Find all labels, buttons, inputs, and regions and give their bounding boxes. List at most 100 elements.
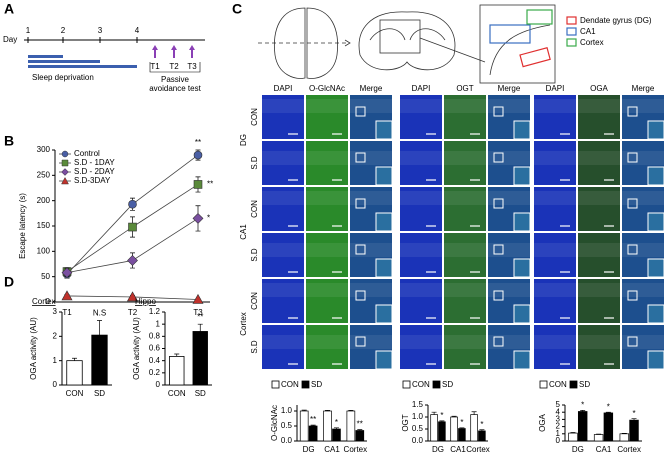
legend-label: CON <box>549 380 567 389</box>
micrograph-texture <box>306 151 348 165</box>
micrograph <box>578 141 620 185</box>
error-bar <box>174 353 180 357</box>
y-tick-label: 0 <box>53 380 58 389</box>
roi-box <box>627 290 638 301</box>
significance: * <box>480 420 483 429</box>
micrograph <box>534 187 576 231</box>
micrograph <box>534 95 576 139</box>
micrograph <box>444 95 486 139</box>
zoom-box <box>379 19 421 54</box>
x-tick-label: DG <box>572 445 584 454</box>
x-tick-label: Cortex <box>617 445 641 454</box>
micrograph-texture <box>306 243 348 257</box>
micrograph <box>400 279 442 323</box>
y-tick-label: 50 <box>41 272 50 281</box>
micrograph-texture <box>444 335 486 349</box>
micrograph-texture <box>622 191 664 205</box>
roi-box <box>355 336 366 347</box>
y-tick-label: 5 <box>556 400 561 409</box>
sd-bar <box>28 65 137 68</box>
region-label: CA1 <box>239 224 248 240</box>
bar <box>629 419 639 442</box>
column-header: OGA <box>590 84 608 93</box>
marker <box>61 267 73 279</box>
micrograph-texture <box>262 99 304 113</box>
micrograph-texture <box>444 151 486 165</box>
y-tick-label: 150 <box>37 221 51 230</box>
roi-box <box>355 152 366 163</box>
micrograph <box>444 325 486 369</box>
roi-box <box>355 244 366 255</box>
test-label: T1 <box>150 62 160 71</box>
micrograph-texture <box>400 335 442 349</box>
column-header: Merge <box>498 84 521 93</box>
x-tick-label: CA1 <box>450 445 466 454</box>
micrograph <box>262 279 304 323</box>
column-header: OGT <box>456 84 473 93</box>
bar <box>332 428 341 442</box>
column-header: DAPI <box>546 84 565 93</box>
brain-left <box>274 7 306 79</box>
inset <box>513 120 531 140</box>
test-name: Passive <box>161 75 190 84</box>
legend-label: S.D - 2DAY <box>74 167 115 176</box>
y-tick-label: 0.8 <box>149 331 161 340</box>
day-number: 1 <box>26 26 31 35</box>
bar <box>355 430 365 442</box>
day-number: 4 <box>135 26 140 35</box>
legend-label: CA1 <box>580 27 596 36</box>
inset <box>513 304 531 324</box>
micrograph-texture <box>578 191 620 205</box>
panel-letter: A <box>4 1 14 17</box>
inset <box>375 304 393 324</box>
y-tick-label: 0.0 <box>412 436 424 445</box>
micrograph <box>578 279 620 323</box>
micrograph <box>400 95 442 139</box>
legend-label: S.D - 1DAY <box>74 158 115 167</box>
x-tick-label: CON <box>66 389 84 398</box>
marker <box>192 212 204 224</box>
roi-box <box>627 106 638 117</box>
brain-diagrams <box>258 4 556 84</box>
micrograph-texture <box>262 335 304 349</box>
x-tick-label: SD <box>94 389 105 398</box>
y-tick-label: 0 <box>156 380 161 389</box>
y-axis-label: OGA activity (AU) <box>132 317 141 380</box>
y-tick-label: 300 <box>37 145 51 154</box>
marker <box>193 180 203 189</box>
micrograph <box>306 95 348 139</box>
y-tick-label: 0.5 <box>281 421 293 430</box>
y-tick-label: 1.5 <box>412 400 424 409</box>
significance: * <box>440 411 443 420</box>
group-label: CON <box>250 108 259 126</box>
micrograph-texture <box>444 243 486 257</box>
micrograph <box>534 141 576 185</box>
bar <box>438 421 446 442</box>
micrograph-texture <box>444 191 486 205</box>
group-label: S.D <box>250 340 259 354</box>
day-label: Day <box>3 35 17 44</box>
y-tick-label: 4 <box>556 407 561 416</box>
micrograph-texture <box>488 283 530 297</box>
test-bracket <box>149 62 201 73</box>
bar <box>450 416 458 442</box>
micrograph <box>306 279 348 323</box>
legend-label: Dendate gyrus (DG) <box>580 16 652 25</box>
group-label: S.D <box>250 156 259 170</box>
micrograph <box>400 187 442 231</box>
bar <box>308 425 318 442</box>
micrograph <box>534 325 576 369</box>
micrograph <box>578 233 620 277</box>
marker <box>61 290 73 301</box>
bar <box>66 360 83 386</box>
y-axis-label: OGA <box>538 413 547 431</box>
y-axis-label: O-GlcNAc <box>270 405 279 441</box>
y-tick-label: 200 <box>37 196 51 205</box>
legend-swatch <box>402 380 411 389</box>
roi-box <box>493 198 504 209</box>
micrograph-texture <box>622 283 664 297</box>
micrograph-texture <box>306 99 348 113</box>
legend-label: SD <box>442 380 453 389</box>
micrograph-texture <box>578 99 620 113</box>
inset <box>375 258 393 278</box>
